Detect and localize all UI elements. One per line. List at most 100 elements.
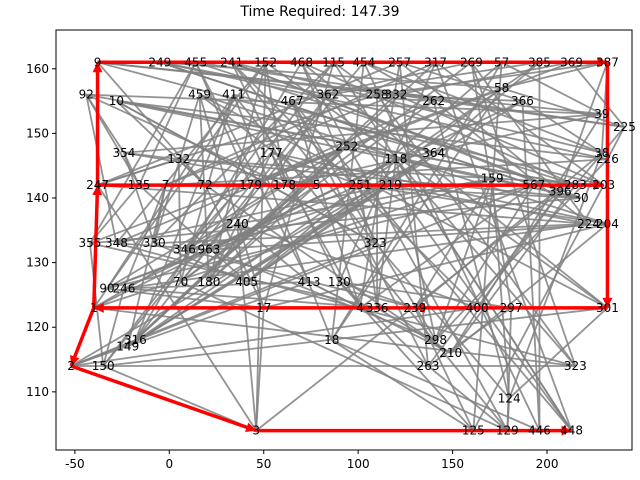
graph-edge bbox=[559, 61, 609, 192]
node-label: 219 bbox=[379, 178, 402, 192]
node-label: 3 bbox=[252, 424, 260, 438]
graph-edge bbox=[127, 100, 523, 348]
node-label: 332 bbox=[384, 88, 407, 102]
node-label: 150 bbox=[92, 359, 115, 373]
graph-edge bbox=[606, 126, 626, 160]
node-label: 129 bbox=[496, 424, 519, 438]
graph-edge bbox=[433, 100, 590, 225]
node-label: 2 bbox=[67, 359, 75, 373]
node-label: 354 bbox=[113, 146, 136, 160]
node-label: 4 bbox=[356, 301, 364, 315]
x-tick-label: 150 bbox=[441, 457, 464, 471]
node-label: 10 bbox=[109, 94, 124, 108]
graph-edge bbox=[123, 151, 317, 186]
graph-edge bbox=[506, 398, 511, 431]
graph-edge bbox=[434, 184, 535, 341]
node-label: 297 bbox=[500, 301, 523, 315]
node-label: 249 bbox=[148, 55, 171, 69]
graph-edge bbox=[374, 242, 510, 399]
node-label: 362 bbox=[316, 88, 339, 102]
y-tick-label: 140 bbox=[26, 191, 49, 205]
graph-edge bbox=[359, 184, 535, 309]
node-label: 17 bbox=[256, 301, 271, 315]
node-label: 567 bbox=[522, 178, 545, 192]
node-label: 1 bbox=[90, 301, 98, 315]
graph-edge bbox=[153, 94, 201, 244]
node-label: 467 bbox=[281, 94, 304, 108]
graph-edge bbox=[338, 281, 429, 367]
node-label: 5 bbox=[313, 178, 321, 192]
node-label: 177 bbox=[260, 146, 283, 160]
node-label: 152 bbox=[254, 55, 277, 69]
node-label: 239 bbox=[403, 301, 426, 315]
node-label: 413 bbox=[298, 275, 321, 289]
node-label: 330 bbox=[143, 236, 166, 250]
node-label: 57 bbox=[494, 55, 509, 69]
graph-edge bbox=[179, 61, 365, 283]
node-label: 38 bbox=[594, 146, 609, 160]
graph-edge bbox=[103, 306, 608, 367]
node-label: 58 bbox=[494, 81, 509, 95]
node-label: 178 bbox=[273, 178, 296, 192]
graph-edge bbox=[501, 61, 608, 90]
graph-edge bbox=[159, 61, 502, 90]
node-label: 316 bbox=[124, 333, 147, 347]
node-label: 468 bbox=[290, 55, 313, 69]
route-edge bbox=[70, 364, 257, 433]
node-label: 246 bbox=[113, 281, 136, 295]
graph-edge bbox=[208, 152, 273, 283]
graph-edge bbox=[333, 61, 378, 96]
graph-edge bbox=[291, 100, 573, 432]
node-label: 455 bbox=[184, 55, 207, 69]
graph-edge bbox=[521, 100, 603, 154]
y-tick-label: 150 bbox=[26, 126, 49, 140]
node-label: 298 bbox=[424, 333, 447, 347]
chart-title: Time Required: 147.39 bbox=[239, 4, 399, 20]
x-tick-label: -50 bbox=[65, 457, 85, 471]
graph-edge bbox=[427, 365, 508, 432]
graph-edge bbox=[123, 287, 378, 309]
graph-edge bbox=[230, 61, 376, 244]
node-label: 446 bbox=[528, 424, 551, 438]
graph-edge bbox=[237, 222, 478, 309]
graph-edge bbox=[434, 61, 573, 431]
node-label: 39 bbox=[594, 107, 609, 121]
graph-edge bbox=[327, 61, 540, 96]
node-label: 263 bbox=[417, 359, 440, 373]
graph-edge bbox=[89, 184, 140, 244]
graph-edge bbox=[180, 61, 473, 283]
route-edge bbox=[69, 307, 96, 367]
node-label: 124 bbox=[498, 391, 521, 405]
graph-edge bbox=[308, 281, 361, 309]
graph-edge bbox=[138, 184, 248, 283]
x-tick-label: 0 bbox=[165, 457, 173, 471]
node-label: 336 bbox=[366, 301, 389, 315]
node-label: 203 bbox=[592, 178, 615, 192]
node-label: 241 bbox=[220, 55, 243, 69]
graph-edge bbox=[127, 61, 540, 348]
node-label: 225 bbox=[613, 120, 636, 134]
route-layer bbox=[69, 57, 613, 436]
graph-edge bbox=[102, 365, 257, 432]
graph-edge bbox=[70, 184, 535, 367]
x-tick-label: 200 bbox=[536, 457, 559, 471]
graph-edge bbox=[134, 94, 329, 341]
node-label: 317 bbox=[424, 55, 447, 69]
graph-edge bbox=[395, 158, 573, 432]
graph-edge bbox=[123, 152, 140, 186]
graph-edge bbox=[178, 158, 582, 199]
y-tick-label: 120 bbox=[26, 320, 49, 334]
node-label-layer: 9 249 455 241 152 468 115 454 257 317 269 57 385 369 3… bbox=[67, 55, 636, 437]
graph-edge bbox=[134, 94, 235, 341]
graph-edge bbox=[331, 339, 540, 432]
graph-edge bbox=[102, 184, 252, 367]
graph-edge bbox=[570, 61, 626, 128]
node-label: 366 bbox=[511, 94, 534, 108]
node-label: 90 bbox=[99, 281, 114, 295]
node-label: 130 bbox=[328, 275, 351, 289]
route-arrowhead bbox=[593, 180, 604, 191]
graph-edge bbox=[376, 94, 577, 367]
graph-edge bbox=[97, 61, 434, 154]
graph-edge bbox=[427, 190, 561, 367]
x-axis: -50 0 50 100 150 200 bbox=[65, 450, 558, 471]
